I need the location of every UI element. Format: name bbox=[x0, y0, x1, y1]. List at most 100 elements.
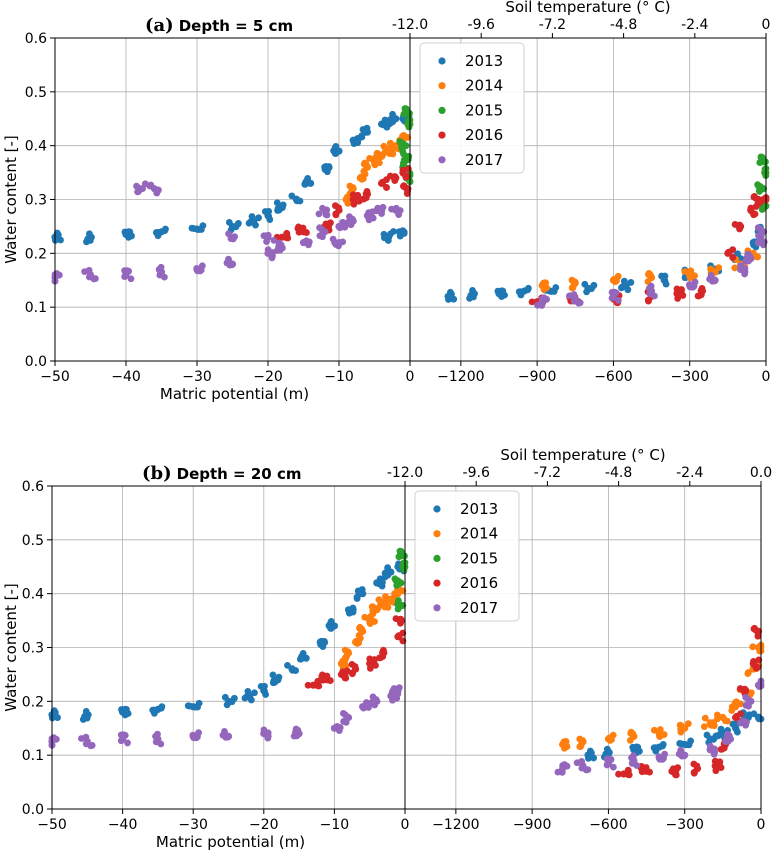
data-point-left-2017 bbox=[228, 235, 236, 243]
x-tick-label: 0 bbox=[757, 817, 766, 833]
data-point-left-2013 bbox=[57, 236, 64, 244]
data-point-right-2014 bbox=[542, 279, 550, 287]
data-point-right-2014 bbox=[560, 744, 568, 752]
data-point-right-2017 bbox=[708, 275, 716, 283]
y-tick-label: 0.1 bbox=[22, 748, 44, 764]
data-point-right-2014 bbox=[731, 264, 739, 272]
data-point-left-2016 bbox=[391, 177, 399, 184]
data-point-right-2016 bbox=[751, 210, 759, 218]
data-point-right-2013 bbox=[750, 710, 758, 718]
data-point-left-2016 bbox=[284, 234, 292, 242]
data-point-left-2017 bbox=[226, 259, 233, 267]
data-point-right-2016 bbox=[697, 287, 705, 295]
data-point-left-2015 bbox=[396, 138, 404, 145]
data-point-left-2013 bbox=[323, 168, 331, 176]
data-point-left-2014 bbox=[360, 160, 368, 168]
data-point-left-2014 bbox=[386, 143, 394, 151]
data-point-left-2014 bbox=[341, 646, 349, 654]
panel-letter: (b) bbox=[142, 463, 172, 484]
data-point-left-2013 bbox=[123, 706, 130, 713]
legend-label: 2014 bbox=[465, 77, 503, 95]
x-tick-label: −20 bbox=[253, 369, 283, 385]
data-point-right-2013 bbox=[717, 725, 725, 733]
data-point-left-2016 bbox=[332, 202, 339, 210]
data-point-left-2013 bbox=[332, 150, 340, 157]
data-point-left-2017 bbox=[124, 739, 131, 747]
x-tick-label: −600 bbox=[594, 369, 632, 385]
data-point-left-2013 bbox=[221, 693, 229, 701]
panel-title: (a) Depth = 5 cm bbox=[145, 15, 293, 36]
data-point-left-2017 bbox=[336, 224, 344, 232]
data-point-left-2017 bbox=[88, 741, 96, 749]
data-point-right-2013 bbox=[627, 279, 635, 286]
data-point-left-2017 bbox=[121, 273, 129, 280]
data-point-right-2015 bbox=[754, 181, 762, 189]
data-point-left-2016 bbox=[354, 193, 361, 201]
x-tick-label: −30 bbox=[182, 369, 212, 385]
data-point-right-2014 bbox=[605, 734, 613, 742]
data-point-left-2014 bbox=[352, 638, 360, 645]
data-point-left-2013 bbox=[234, 220, 242, 228]
data-point-left-2017 bbox=[135, 188, 142, 195]
data-point-left-2015 bbox=[404, 156, 412, 164]
data-point-left-2017 bbox=[315, 210, 323, 218]
top-tick-label: -9.6 bbox=[468, 17, 495, 33]
data-point-left-2013 bbox=[349, 608, 357, 616]
data-point-right-2013 bbox=[590, 754, 598, 762]
top-tick-label: -2.4 bbox=[676, 465, 703, 481]
data-point-right-2017 bbox=[661, 750, 669, 758]
data-point-left-2017 bbox=[260, 726, 268, 734]
data-point-right-2017 bbox=[742, 701, 750, 709]
data-point-left-2017 bbox=[319, 204, 326, 212]
data-point-right-2014 bbox=[686, 273, 694, 281]
top-axis-label: Soil temperature (° C) bbox=[500, 446, 665, 464]
y-tick-label: 0.0 bbox=[22, 802, 44, 818]
data-point-left-2015 bbox=[405, 123, 413, 131]
data-point-right-2014 bbox=[645, 271, 652, 278]
data-point-left-2016 bbox=[379, 178, 387, 186]
data-point-left-2017 bbox=[157, 740, 165, 748]
data-point-right-2017 bbox=[565, 292, 573, 300]
data-point-left-2013 bbox=[270, 677, 278, 685]
data-point-right-2014 bbox=[610, 276, 618, 284]
data-point-left-2013 bbox=[297, 653, 305, 661]
data-point-left-2013 bbox=[86, 230, 93, 238]
data-point-right-2013 bbox=[469, 286, 476, 294]
panel-title: (b) Depth = 20 cm bbox=[142, 463, 301, 484]
data-point-right-2013 bbox=[586, 747, 594, 755]
legend-marker-2016 bbox=[438, 131, 446, 139]
data-point-left-2014 bbox=[384, 603, 392, 611]
data-point-left-2016 bbox=[348, 670, 356, 678]
data-point-right-2017 bbox=[754, 239, 762, 246]
data-point-left-2015 bbox=[398, 602, 405, 610]
data-point-right-2017 bbox=[706, 742, 714, 750]
data-point-left-2013 bbox=[384, 571, 392, 579]
legend-marker-2015 bbox=[433, 554, 441, 563]
data-point-right-2016 bbox=[690, 769, 698, 777]
data-point-left-2014 bbox=[375, 596, 383, 604]
panel-title-text: Depth = 5 cm bbox=[179, 17, 293, 35]
data-point-left-2013 bbox=[252, 221, 259, 229]
data-point-right-2014 bbox=[722, 717, 729, 725]
data-point-right-2013 bbox=[659, 740, 667, 748]
data-point-left-2013 bbox=[126, 228, 134, 236]
data-point-right-2016 bbox=[625, 771, 633, 779]
data-point-right-2014 bbox=[749, 643, 757, 651]
data-point-left-2017 bbox=[331, 724, 338, 732]
data-point-left-2017 bbox=[268, 254, 276, 262]
data-point-left-2017 bbox=[91, 275, 99, 282]
data-point-left-2016 bbox=[332, 211, 340, 219]
data-point-left-2016 bbox=[295, 223, 302, 231]
data-point-right-2017 bbox=[558, 768, 566, 776]
data-point-right-2017 bbox=[754, 224, 762, 232]
data-point-left-2016 bbox=[341, 670, 349, 678]
data-point-left-2013 bbox=[358, 133, 366, 141]
data-point-left-2013 bbox=[390, 228, 397, 235]
x-tick-label: 0 bbox=[401, 817, 410, 833]
data-point-left-2017 bbox=[300, 239, 307, 246]
data-point-left-2017 bbox=[349, 215, 356, 223]
data-point-left-2016 bbox=[348, 661, 356, 668]
data-point-left-2014 bbox=[342, 654, 350, 662]
data-point-left-2017 bbox=[263, 238, 270, 246]
